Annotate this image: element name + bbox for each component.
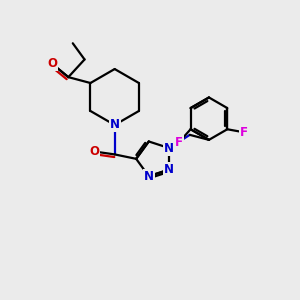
Text: N: N xyxy=(164,142,174,154)
Text: N: N xyxy=(144,170,154,183)
Text: O: O xyxy=(47,57,57,70)
Text: F: F xyxy=(239,126,247,139)
Text: O: O xyxy=(89,145,99,158)
Text: N: N xyxy=(164,163,174,176)
Text: N: N xyxy=(110,118,120,131)
Text: F: F xyxy=(175,136,183,149)
